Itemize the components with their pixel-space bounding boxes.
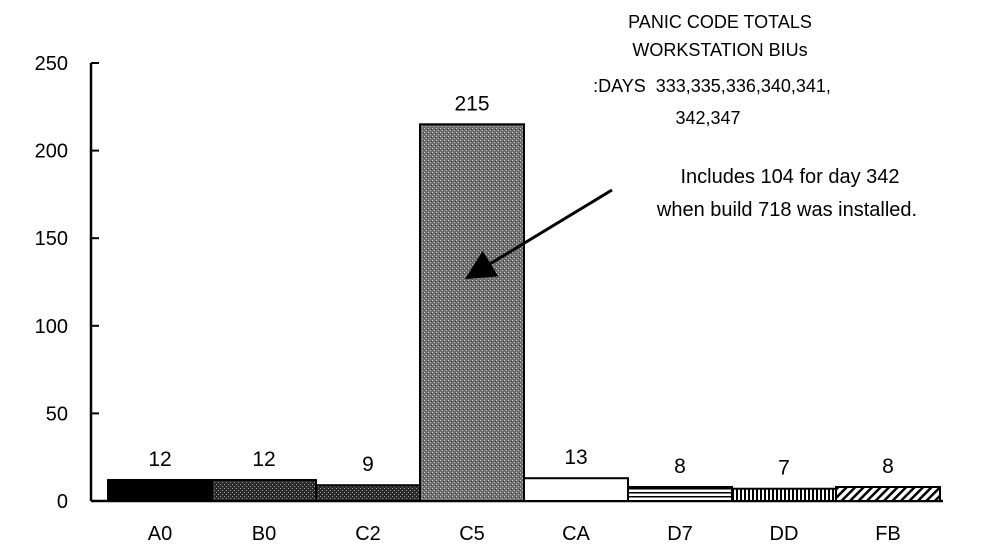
- annotation-arrow: [464, 188, 613, 280]
- bar-ca: [523, 477, 629, 502]
- x-tick-label: A0: [148, 523, 172, 545]
- x-tick-label: C5: [459, 523, 485, 545]
- x-tick-label: B0: [252, 523, 276, 545]
- data-label: 9: [362, 453, 374, 476]
- data-label: 8: [882, 455, 894, 478]
- data-label: 8: [674, 455, 686, 478]
- y-tick-label: 50: [46, 403, 68, 425]
- data-label: 13: [564, 446, 587, 469]
- y-tick-label: 0: [57, 491, 68, 513]
- bar-c2: [315, 484, 421, 502]
- annotation-line-2: when build 718 was installed.: [656, 199, 917, 221]
- chart-subtitle: WORKSTATION BIUs: [632, 40, 807, 60]
- bar-fb: [835, 485, 941, 503]
- days-label-continued: 342,347: [675, 108, 740, 128]
- data-label: 7: [778, 457, 790, 480]
- x-tick-label: D7: [667, 523, 693, 545]
- x-tick-label: DD: [770, 523, 799, 545]
- y-tick-label: 200: [35, 141, 68, 163]
- y-tick-label: 250: [35, 53, 68, 75]
- x-tick-label: CA: [562, 523, 590, 545]
- data-label: 215: [454, 92, 489, 115]
- bar-a0: [107, 478, 213, 503]
- bar-c5: [419, 123, 525, 502]
- days-label: :DAYS 333,335,336,340,341,: [593, 76, 831, 96]
- y-ticks: 0 50 100 150 200 250: [35, 53, 99, 513]
- category-labels: A0 B0 C2 C5 CA D7 DD FB: [148, 523, 901, 545]
- bar-dd: [731, 487, 837, 502]
- x-tick-label: FB: [875, 523, 901, 545]
- bar-d7: [627, 485, 733, 503]
- data-label: 12: [252, 448, 275, 471]
- x-tick-label: C2: [355, 523, 381, 545]
- y-tick-label: 150: [35, 228, 68, 250]
- data-label: 12: [148, 448, 171, 471]
- chart-title: PANIC CODE TOTALS: [628, 12, 812, 32]
- annotation-line-1: Includes 104 for day 342: [680, 166, 899, 188]
- y-tick-label: 100: [35, 316, 68, 338]
- bar-b0: [211, 478, 317, 503]
- bars: [107, 123, 941, 503]
- data-labels: 12 12 9 215 13 8 7 8: [148, 92, 894, 479]
